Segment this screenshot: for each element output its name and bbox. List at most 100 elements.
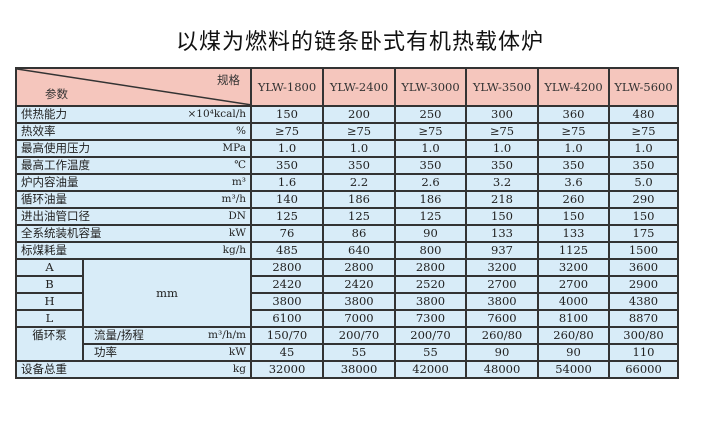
value-cell: 6100 <box>250 309 324 328</box>
value-cell: 7600 <box>465 309 539 328</box>
value-cell: ≥75 <box>465 122 539 141</box>
param-unit: ℃ <box>234 159 246 171</box>
value-cell: 260/80 <box>465 326 539 345</box>
param-unit: ×10⁴kcal/h <box>187 108 246 120</box>
value-cell: 150 <box>465 207 539 226</box>
value-cell: 2420 <box>322 275 396 294</box>
value-cell: 76 <box>250 224 324 243</box>
value-cell: 350 <box>537 156 610 175</box>
model-header: YLW-5600 <box>608 67 679 107</box>
param-unit: kg/h <box>222 244 246 256</box>
model-header: YLW-3500 <box>465 67 539 107</box>
value-cell: 800 <box>394 241 467 260</box>
value-cell: 133 <box>465 224 539 243</box>
param-cell: 热效率% <box>15 122 252 141</box>
value-cell: 8870 <box>608 309 679 328</box>
value-cell: 485 <box>250 241 324 260</box>
value-cell: 86 <box>322 224 396 243</box>
param-cell: 炉内容油量 m³ <box>15 173 252 192</box>
pump-param-name: 功率 <box>94 345 117 359</box>
value-cell: 2.2 <box>322 173 396 192</box>
value-cell: 2800 <box>250 258 324 277</box>
value-cell: 350 <box>322 156 396 175</box>
table-row: 热效率% ≥75 ≥75 ≥75 ≥75 ≥75 ≥75 <box>15 122 679 141</box>
table-row: 设备总重 kg 32000 38000 42000 48000 54000 66000 <box>15 360 679 379</box>
value-cell: 3800 <box>394 292 467 311</box>
param-cell: 进出油管口径 DN <box>15 207 252 226</box>
spec-label: 规格 <box>217 73 240 87</box>
dimension-label: H <box>15 292 84 311</box>
value-cell: 2800 <box>322 258 396 277</box>
table-row: H 3800 3800 3800 3800 4000 4380 <box>15 292 679 311</box>
pump-param-cell: 流量/扬程 m³/h/m <box>82 326 252 345</box>
param-name: 标煤耗量 <box>21 243 67 257</box>
value-cell: 150/70 <box>250 326 324 345</box>
value-cell: 55 <box>394 343 467 362</box>
dimension-label: B <box>15 275 84 294</box>
param-unit: kg <box>232 363 246 375</box>
value-cell: 7300 <box>394 309 467 328</box>
value-cell: 260/80 <box>537 326 610 345</box>
model-header: YLW-4200 <box>537 67 610 107</box>
param-unit: % <box>236 125 246 137</box>
value-cell: 110 <box>608 343 679 362</box>
value-cell: 937 <box>465 241 539 260</box>
value-cell: 1.0 <box>250 139 324 158</box>
value-cell: 90 <box>537 343 610 362</box>
value-cell: 1.6 <box>250 173 324 192</box>
value-cell: 2520 <box>394 275 467 294</box>
value-cell: 133 <box>537 224 610 243</box>
value-cell: 66000 <box>608 360 679 379</box>
value-cell: 350 <box>608 156 679 175</box>
value-cell: 300 <box>465 105 539 124</box>
param-unit: m³/h <box>221 193 246 205</box>
pump-param-unit: kW <box>228 346 246 358</box>
model-header: YLW-1800 <box>250 67 324 107</box>
table-row: 标煤耗量 kg/h 485 640 800 937 1125 1500 <box>15 241 679 260</box>
param-unit: m³ <box>231 176 246 188</box>
value-cell: 90 <box>465 343 539 362</box>
dimension-label: A <box>15 258 84 277</box>
value-cell: 3800 <box>465 292 539 311</box>
table-row: 全系统装机容量 kW 76 86 90 133 133 175 <box>15 224 679 243</box>
param-cell: 最高工作温度 ℃ <box>15 156 252 175</box>
diagonal-header-cell: 规格 参数 <box>15 67 252 107</box>
value-cell: 290 <box>608 190 679 209</box>
pump-param-cell: 功率 kW <box>82 343 252 362</box>
value-cell: 1.0 <box>465 139 539 158</box>
param-name: 供热能力 <box>21 107 67 121</box>
value-cell: ≥75 <box>322 122 396 141</box>
dimension-label: L <box>15 309 84 328</box>
value-cell: 125 <box>322 207 396 226</box>
value-cell: 38000 <box>322 360 396 379</box>
value-cell: 350 <box>465 156 539 175</box>
spec-table: 规格 参数 YLW-1800 YLW-2400 YLW-3000 YLW-350… <box>15 67 679 379</box>
param-name: 循环油量 <box>21 192 67 206</box>
param-unit: DN <box>228 210 246 222</box>
value-cell: 2700 <box>465 275 539 294</box>
value-cell: 5.0 <box>608 173 679 192</box>
value-cell: 2900 <box>608 275 679 294</box>
param-cell: 最高使用压力 MPa <box>15 139 252 158</box>
pump-param-name: 流量/扬程 <box>94 328 144 342</box>
param-name: 最高使用压力 <box>21 141 90 155</box>
value-cell: 90 <box>394 224 467 243</box>
value-cell: 200 <box>322 105 396 124</box>
value-cell: ≥75 <box>537 122 610 141</box>
value-cell: 42000 <box>394 360 467 379</box>
table-row: 进出油管口径 DN 125 125 125 150 150 150 <box>15 207 679 226</box>
value-cell: 3.2 <box>465 173 539 192</box>
value-cell: 1.0 <box>394 139 467 158</box>
value-cell: 1.0 <box>322 139 396 158</box>
param-name: 进出油管口径 <box>21 209 90 223</box>
param-cell: 设备总重 kg <box>15 360 252 379</box>
value-cell: 640 <box>322 241 396 260</box>
value-cell: 1125 <box>537 241 610 260</box>
model-header: YLW-2400 <box>322 67 396 107</box>
value-cell: 200/70 <box>394 326 467 345</box>
value-cell: 200/70 <box>322 326 396 345</box>
value-cell: 125 <box>394 207 467 226</box>
value-cell: ≥75 <box>394 122 467 141</box>
header-row: 规格 参数 YLW-1800 YLW-2400 YLW-3000 YLW-350… <box>15 67 679 107</box>
